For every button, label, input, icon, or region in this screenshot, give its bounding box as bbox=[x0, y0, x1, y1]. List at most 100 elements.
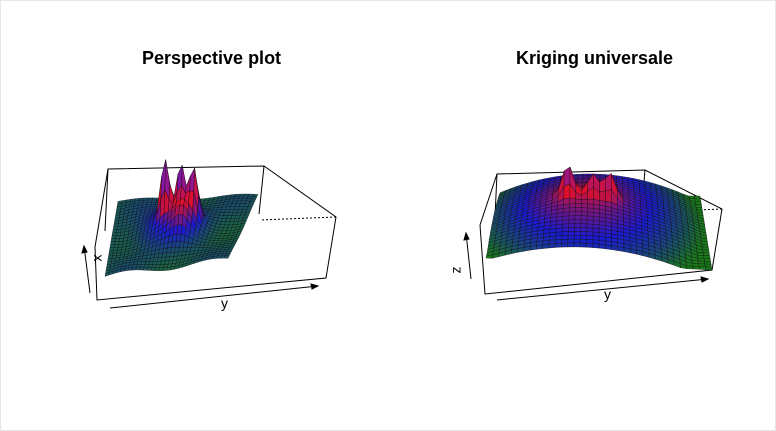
surface-facet bbox=[586, 215, 594, 221]
surface-facet bbox=[567, 242, 575, 248]
x-axis-arrowhead bbox=[81, 244, 88, 254]
surface-facet bbox=[586, 219, 594, 225]
surface-facet bbox=[702, 252, 710, 256]
surface-facet bbox=[111, 235, 117, 239]
surface-facet bbox=[569, 203, 576, 209]
surface-facet bbox=[563, 207, 570, 213]
surface-facet bbox=[580, 211, 588, 217]
surface-facet bbox=[598, 244, 606, 249]
surface-facet bbox=[555, 231, 563, 237]
surface-facet bbox=[554, 243, 562, 248]
left-x-axis-label: x bbox=[88, 254, 105, 262]
surface-facet bbox=[568, 215, 576, 221]
y-axis-arrowhead bbox=[310, 283, 320, 290]
surface-facet bbox=[575, 207, 582, 212]
surface-facet bbox=[561, 242, 568, 248]
right-surface bbox=[485, 166, 713, 271]
surface-facet bbox=[580, 235, 587, 240]
surface-facet bbox=[696, 252, 704, 256]
surface-facet bbox=[587, 211, 594, 217]
left-box-edge bbox=[104, 168, 109, 232]
surface-facet bbox=[573, 238, 581, 244]
surface-facet bbox=[701, 244, 709, 248]
right-y-axis-label: y bbox=[604, 286, 611, 302]
y-axis-arrow bbox=[109, 285, 319, 309]
surface-facet bbox=[562, 215, 570, 221]
surface-facet bbox=[563, 166, 571, 187]
surface-facet bbox=[587, 198, 594, 205]
surface-facet bbox=[111, 232, 117, 236]
surface-facet bbox=[586, 223, 594, 229]
surface-facet bbox=[586, 239, 594, 244]
surface-facet bbox=[698, 266, 706, 270]
surface-facet bbox=[117, 246, 123, 251]
surface-facet bbox=[694, 198, 702, 202]
surface-facet bbox=[697, 260, 706, 265]
surface-facet bbox=[592, 224, 600, 229]
surface-facet bbox=[702, 246, 710, 251]
surface-facet bbox=[567, 231, 575, 236]
left-y-axis-label: y bbox=[221, 295, 228, 311]
surface-facet bbox=[536, 244, 543, 250]
surface-facet bbox=[115, 235, 121, 239]
surface-facet bbox=[116, 229, 122, 233]
surface-facet bbox=[698, 263, 706, 267]
surface-facet bbox=[580, 223, 588, 228]
surface-facet bbox=[223, 255, 230, 259]
surface-facet bbox=[580, 215, 588, 221]
surface-facet bbox=[113, 244, 119, 248]
surface-facet bbox=[692, 263, 700, 267]
surface-facet bbox=[592, 228, 600, 233]
surface-facet bbox=[581, 199, 588, 205]
surface-facet bbox=[574, 235, 581, 240]
surface-facet bbox=[580, 242, 587, 248]
surface-facet bbox=[697, 257, 705, 262]
x-axis-arrow bbox=[83, 245, 91, 294]
surface-facet bbox=[113, 247, 119, 251]
surface-facet bbox=[580, 231, 587, 236]
surface-facet bbox=[485, 254, 494, 259]
surface-facet bbox=[574, 219, 582, 224]
surface-facet bbox=[695, 201, 702, 205]
surface-facet bbox=[697, 255, 705, 259]
surface-facet bbox=[692, 266, 700, 270]
surface-facet bbox=[548, 239, 556, 245]
surface-facet bbox=[245, 209, 252, 213]
surface-facet bbox=[583, 173, 590, 176]
surface-facet bbox=[110, 241, 116, 245]
surface-facet bbox=[587, 207, 594, 213]
surface-facet bbox=[703, 255, 711, 259]
surface-facet bbox=[582, 175, 589, 178]
surface-facet bbox=[556, 220, 563, 225]
z-axis-arrowhead bbox=[463, 231, 470, 241]
surface-facet bbox=[592, 231, 600, 237]
surface-facet bbox=[555, 239, 562, 244]
surface-facet bbox=[575, 203, 582, 208]
surface-facet bbox=[592, 243, 600, 249]
surface-facet bbox=[549, 235, 556, 241]
surface-facet bbox=[247, 203, 254, 207]
surface-facet bbox=[593, 212, 600, 218]
surface-facet bbox=[694, 195, 701, 199]
surface-facet bbox=[563, 183, 571, 200]
surface-facet bbox=[568, 211, 576, 217]
left-axis-arrows bbox=[81, 244, 320, 309]
surface-facet bbox=[691, 260, 699, 264]
surface-facet bbox=[582, 176, 589, 179]
surface-facet bbox=[561, 235, 569, 240]
surface-facet bbox=[563, 197, 570, 205]
surface-facet bbox=[115, 232, 122, 236]
surface-facet bbox=[701, 240, 709, 245]
surface-facet bbox=[574, 211, 582, 216]
surface-facet bbox=[592, 220, 600, 226]
surface-facet bbox=[244, 212, 251, 216]
surface-facet bbox=[574, 227, 581, 232]
left-surface bbox=[104, 159, 259, 277]
surface-facet bbox=[555, 227, 563, 233]
surface-facet bbox=[587, 203, 594, 209]
surface-facet bbox=[561, 231, 569, 236]
surface-facet bbox=[548, 243, 556, 249]
surface-facet bbox=[574, 215, 582, 220]
surface-facet bbox=[592, 235, 600, 241]
surface-facet bbox=[586, 235, 594, 240]
